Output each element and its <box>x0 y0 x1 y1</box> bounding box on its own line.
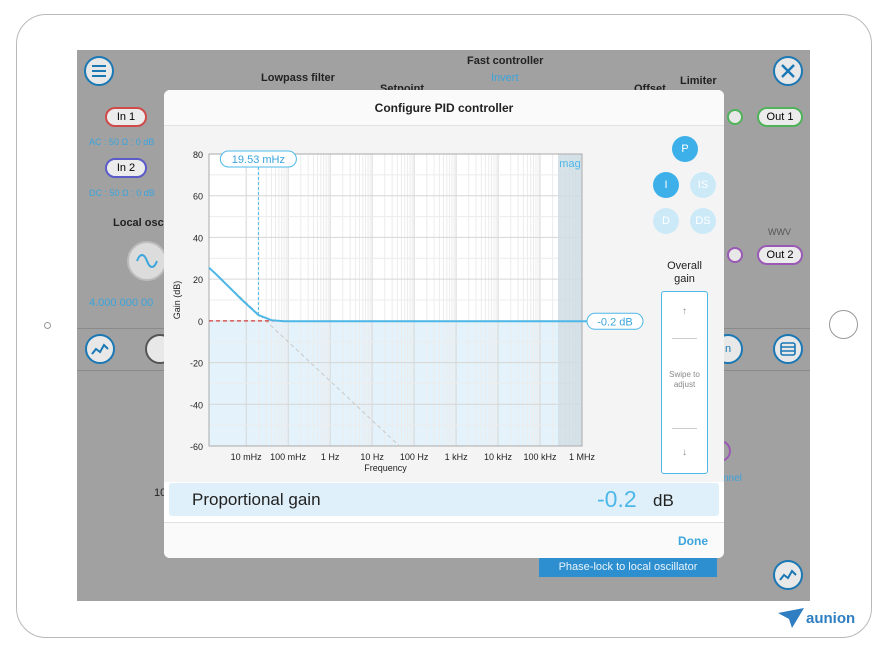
y-tick-label: -60 <box>190 442 203 452</box>
in2-settings[interactable]: DC : 50 Ω : 0 dB <box>89 188 155 198</box>
wave-icon: WWV <box>768 227 791 237</box>
gain-badge-label: -0.2 dB <box>597 316 632 328</box>
out2-button[interactable]: Out 2 <box>757 245 803 265</box>
fast-controller-label: Fast controller <box>467 55 544 67</box>
corner-frequency-badge <box>219 150 297 168</box>
channel-label[interactable]: nnel <box>723 473 742 484</box>
gain-badge <box>586 312 644 330</box>
x-axis-label: Frequency <box>364 463 407 473</box>
y-tick-label: 40 <box>193 233 203 243</box>
oscillator-dial[interactable] <box>127 241 167 281</box>
dialog-footer: Done <box>164 522 724 558</box>
term-ds-button[interactable]: DS <box>690 208 716 234</box>
partial-right-label: n <box>724 343 732 355</box>
pid-config-dialog: Configure PID controller mag 80 60 40 20 0 -20… <box>164 90 724 558</box>
overall-gain-slider[interactable]: ↑ Swipe to adjust ↓ <box>661 291 708 474</box>
in1-settings[interactable]: AC : 50 Ω : 0 dB <box>89 137 155 147</box>
tools-icon[interactable] <box>773 56 803 86</box>
limiter-label: Limiter <box>680 75 717 87</box>
y-tick-label: -40 <box>190 400 203 410</box>
in2-button[interactable]: In 2 <box>105 158 147 178</box>
channel-connector[interactable] <box>717 440 731 462</box>
home-button[interactable] <box>829 310 858 339</box>
proportional-gain-label: Proportional gain <box>192 490 321 509</box>
left-number: 10 <box>154 487 167 499</box>
aunion-logo: aunion <box>778 608 855 628</box>
proportional-gain-row[interactable]: Proportional gain -0.2 dB <box>169 483 719 516</box>
x-tick-label: 100 kHz <box>524 452 558 462</box>
gain-curve <box>208 266 566 323</box>
swipe-hint: Swipe to adjust <box>669 370 700 389</box>
camera-dot <box>44 322 51 329</box>
y-tick-label: 60 <box>193 192 203 202</box>
x-tick-label: 10 kHz <box>484 452 513 462</box>
local-osc-label: Local osc <box>113 217 164 229</box>
scope-icon-bottom[interactable] <box>773 560 803 590</box>
proportional-gain-unit: dB <box>653 491 674 510</box>
slider-divider <box>672 338 697 339</box>
x-tick-label: 100 mHz <box>270 452 307 462</box>
bode-plot[interactable]: mag 80 60 40 20 0 -20 -40 -60 10 mHz 100 mHz 1 Hz 10… <box>164 126 644 482</box>
out1-button[interactable]: Out 1 <box>757 107 803 127</box>
invert-label[interactable]: Invert <box>491 72 519 84</box>
x-tick-label: 1 Hz <box>321 452 340 462</box>
out1-connector[interactable] <box>727 109 743 125</box>
y-tick-label: -20 <box>190 359 203 369</box>
y-axis-label: Gain (dB) <box>172 281 182 320</box>
y-tick-label: 0 <box>198 317 203 327</box>
done-button[interactable]: Done <box>678 534 708 548</box>
term-i-button[interactable]: I <box>653 172 679 198</box>
x-tick-label: 1 MHz <box>569 452 596 462</box>
y-tick-label: 80 <box>193 150 203 160</box>
mag-label: mag <box>559 158 580 170</box>
out2-connector[interactable] <box>727 247 743 263</box>
in1-button[interactable]: In 1 <box>105 107 147 127</box>
slider-divider <box>672 428 697 429</box>
overall-gain-label: Overall gain <box>667 260 702 285</box>
down-arrow-icon: ↓ <box>682 447 687 458</box>
plot-area: mag 80 60 40 20 0 -20 -40 -60 10 mHz 100 mHz 1 Hz 10… <box>164 126 724 482</box>
x-tick-label: 10 Hz <box>360 452 384 462</box>
x-tick-label: 100 Hz <box>400 452 429 462</box>
up-arrow-icon: ↑ <box>682 306 687 317</box>
x-tick-label: 1 kHz <box>445 452 469 462</box>
proportional-gain-value[interactable]: -0.2 <box>597 486 637 512</box>
menu-icon[interactable] <box>84 56 114 86</box>
term-d-button[interactable]: D <box>653 208 679 234</box>
x-tick-label: 10 mHz <box>231 452 263 462</box>
scope-icon[interactable] <box>85 334 115 364</box>
oscillator-frequency[interactable]: 4.000 000 00 <box>89 297 154 309</box>
plot-frame <box>208 153 583 447</box>
lowpass-filter-label: Lowpass filter <box>261 72 335 84</box>
y-tick-label: 20 <box>193 275 203 285</box>
dialog-title: Configure PID controller <box>164 90 724 126</box>
term-p-button[interactable]: P <box>672 136 698 162</box>
corner-frequency-label: 19.53 mHz <box>232 154 285 166</box>
table-icon[interactable] <box>773 334 803 364</box>
phase-lock-button[interactable]: Phase-lock to local oscillator <box>539 556 717 577</box>
mag-band <box>558 154 582 446</box>
term-is-button[interactable]: IS <box>690 172 716 198</box>
